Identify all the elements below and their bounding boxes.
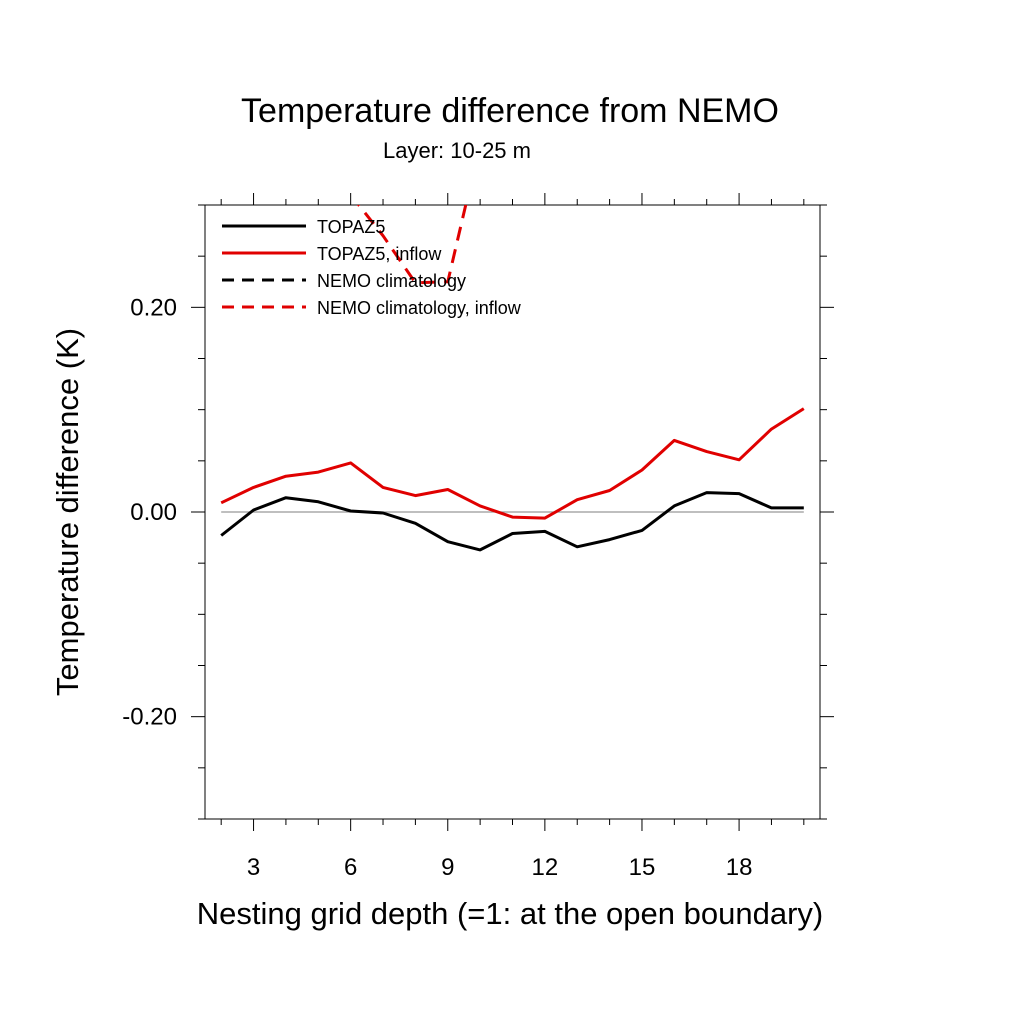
y-tick-label: 0.00 [130,499,177,526]
x-axis-label: Nesting grid depth (=1: at the open boun… [197,896,823,931]
x-tick-label: 18 [726,854,753,881]
series-line-4 [356,205,468,285]
legend-label: TOPAZ5 [317,217,385,237]
x-tick-label: 3 [247,854,260,881]
series-line-1 [220,491,804,552]
chart-subtitle: Layer: 10-25 m [383,138,531,163]
y-tick-label: 0.20 [130,294,177,321]
x-tick-label: 9 [441,854,454,881]
legend-label: NEMO climatology, inflow [317,298,522,318]
series-line-2 [220,407,805,520]
y-tick-label: -0.20 [122,704,177,731]
x-tick-label: 6 [344,854,357,881]
x-tick-label: 12 [532,854,559,881]
axis-ticks [191,193,834,831]
tick-labels: 3 6 9 12 15 18 -0.20 0.00 0.20 [122,294,752,881]
series-layer [220,205,805,552]
legend-label: NEMO climatology [317,271,466,291]
y-axis-label: Temperature difference (K) [50,328,85,696]
x-tick-label: 15 [629,854,656,881]
legend: TOPAZ5 TOPAZ5, inflow NEMO climatology NEMO… [222,217,522,318]
chart-title: Temperature difference from NEMO [241,92,779,130]
legend-label: TOPAZ5, inflow [317,244,442,264]
